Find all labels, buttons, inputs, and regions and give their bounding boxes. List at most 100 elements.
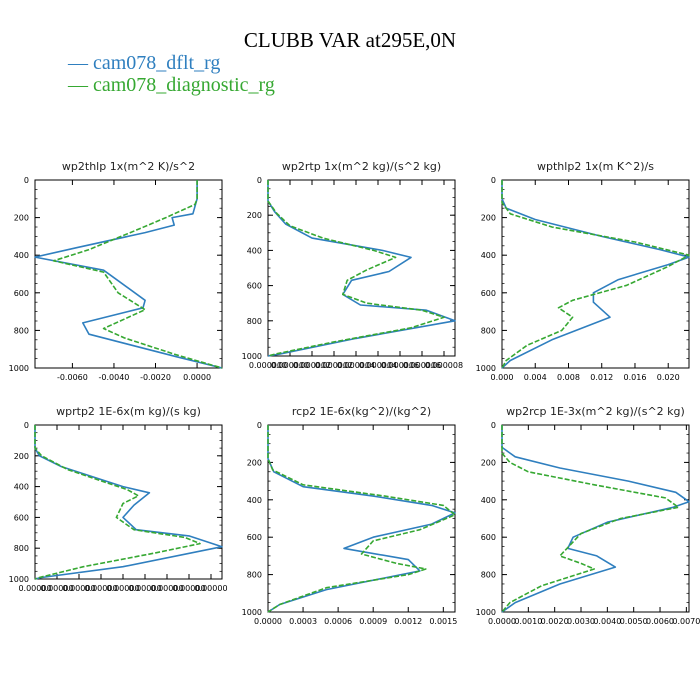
series-line-diagnostic <box>501 180 690 369</box>
y-tick-label: 400 <box>247 496 262 505</box>
y-tick-label: 400 <box>481 251 496 260</box>
x-tick-label: 0.0012 <box>394 617 422 626</box>
x-tick-label: 0.004 <box>524 373 547 382</box>
x-tick-label: 0.00000 <box>62 584 95 593</box>
x-tick-label: -0.0020 <box>140 373 171 382</box>
y-tick-label: 600 <box>14 513 29 522</box>
y-tick-label: 1000 <box>9 575 29 584</box>
y-tick-label: 0 <box>257 421 262 430</box>
chart-panel-4: rcp2 1E-6x(kg^2)/(kg^2) 0 200 400 600 800 1000… <box>242 405 458 626</box>
series-line-dflt <box>267 425 456 613</box>
y-tick-label: 0 <box>24 176 29 185</box>
legend-swatch-dflt: — <box>68 52 93 74</box>
x-tick-label: 0.0060 <box>646 617 674 626</box>
y-tick-label: 600 <box>247 282 262 291</box>
x-tick-label: 0.0040 <box>593 617 621 626</box>
y-tick-label: 200 <box>247 211 262 220</box>
x-tick-label: 0.00000 <box>106 584 139 593</box>
y-tick-label: 600 <box>14 289 29 298</box>
legend-label-diagnostic: cam078_diagnostic_rg <box>93 74 275 96</box>
y-tick-label: 1000 <box>9 364 29 373</box>
y-tick-label: 400 <box>14 483 29 492</box>
x-tick-label: 0.000000 <box>271 361 309 370</box>
legend-item-dflt: — cam078_dflt_rg <box>68 52 275 74</box>
chart-title: wp2rcp 1E-3x(m^2 kg)/(s^2 kg) <box>506 405 685 418</box>
x-tick-label: 0.016 <box>624 373 647 382</box>
legend-item-diagnostic: — cam078_diagnostic_rg <box>68 74 275 96</box>
chart-title: wp2rtp 1x(m^2 kg)/(s^2 kg) <box>282 160 441 173</box>
legend: — cam078_dflt_rg — cam078_diagnostic_rg <box>68 52 275 96</box>
chart-panel-5: wp2rcp 1E-3x(m^2 kg)/(s^2 kg) 0 200 400 600 8… <box>476 405 700 626</box>
x-tick-label: 0.0000 <box>254 617 282 626</box>
y-tick-label: 800 <box>247 571 262 580</box>
plot-frame <box>501 179 690 369</box>
x-tick-label: 0.000 <box>491 373 514 382</box>
x-tick-label: 0.012 <box>590 373 613 382</box>
y-tick-label: 800 <box>481 326 496 335</box>
x-tick-label: 0.000000 <box>249 361 287 370</box>
y-tick-label: 0 <box>257 176 262 185</box>
y-tick-label: 200 <box>481 214 496 223</box>
y-tick-label: 400 <box>481 496 496 505</box>
x-tick-label: 0.008 <box>557 373 580 382</box>
x-tick-label: 0.00000 <box>18 584 51 593</box>
x-tick-label: 0.00000 <box>194 584 227 593</box>
y-tick-label: 0 <box>24 421 29 430</box>
chart-panel-2: wpthlp2 1x(m K^2)/s020040060080010000.00… <box>476 160 690 382</box>
y-tick-label: 1000 <box>476 608 496 617</box>
series-line-dflt <box>501 180 690 369</box>
chart-title: wprtp2 1E-6x(m kg)/(s kg) <box>56 405 201 418</box>
x-tick-label: 0.000004 <box>359 361 397 370</box>
x-tick-label: 0.000008 <box>425 361 463 370</box>
plot-frame <box>34 424 223 580</box>
x-tick-label: 0.0010 <box>514 617 542 626</box>
y-tick-label: 200 <box>247 458 262 467</box>
x-tick-label: 0.0030 <box>567 617 595 626</box>
x-tick-label: 0.0009 <box>359 617 387 626</box>
series-line-diagnostic <box>267 180 445 357</box>
x-tick-label: 0.020 <box>657 373 680 382</box>
x-tick-label: -0.0060 <box>57 373 88 382</box>
chart-title: rcp2 1E-6x(kg^2)/(kg^2) <box>292 405 431 418</box>
y-tick-label: 1000 <box>476 364 496 373</box>
y-tick-label: 800 <box>14 544 29 553</box>
y-tick-label: 200 <box>14 452 29 461</box>
x-tick-label: 0.00000 <box>172 584 205 593</box>
y-tick-label: 200 <box>481 458 496 467</box>
x-tick-label: 0.000004 <box>337 361 375 370</box>
y-tick-label: 600 <box>247 533 262 542</box>
plot-frame <box>267 179 456 357</box>
x-tick-label: 0.00000 <box>40 584 73 593</box>
chart-title: wp2thlp 1x(m^2 K)/s^2 <box>62 160 195 173</box>
x-tick-label: 0.00000 <box>128 584 161 593</box>
chart-panel-3: wprtp2 1E-6x(m kg)/(s kg) 0 200 400 600 800 10… <box>9 405 228 593</box>
chart-panel-1: wp2rtp 1x(m^2 kg)/(s^2 kg) 0 200 400 600 800 1… <box>242 160 463 370</box>
x-tick-label: 0.00000 <box>84 584 117 593</box>
plot-frame <box>501 424 690 613</box>
series-line-diagnostic <box>501 425 680 613</box>
legend-label-dflt: cam078_dflt_rg <box>93 52 221 74</box>
y-tick-label: 600 <box>481 533 496 542</box>
series-line-dflt <box>267 180 456 357</box>
chart-panel-0: wp2thlp 1x(m^2 K)/s^2 0 200 400 600 800 1000 -0… <box>9 160 223 382</box>
y-tick-label: 1000 <box>242 608 262 617</box>
x-tick-label: 0.0070 <box>672 617 700 626</box>
x-tick-label: 0.0006 <box>324 617 352 626</box>
y-tick-label: 800 <box>481 571 496 580</box>
x-tick-label: 0.000002 <box>293 361 331 370</box>
x-tick-label: 0.0003 <box>289 617 317 626</box>
x-tick-label: 0.0015 <box>429 617 457 626</box>
y-tick-label: 0 <box>491 176 496 185</box>
series-line-dflt <box>34 180 223 369</box>
plot-frame <box>267 424 456 613</box>
series-line-dflt <box>34 425 223 580</box>
legend-swatch-diagnostic: — <box>68 74 93 96</box>
y-tick-label: 200 <box>14 214 29 223</box>
series-line-diagnostic <box>52 180 223 369</box>
y-tick-label: 800 <box>14 326 29 335</box>
y-tick-label: 400 <box>14 251 29 260</box>
x-tick-label: 0.000006 <box>381 361 419 370</box>
x-tick-label: 0.0000 <box>488 617 516 626</box>
y-tick-label: 1000 <box>242 352 262 361</box>
y-tick-label: 800 <box>247 317 262 326</box>
